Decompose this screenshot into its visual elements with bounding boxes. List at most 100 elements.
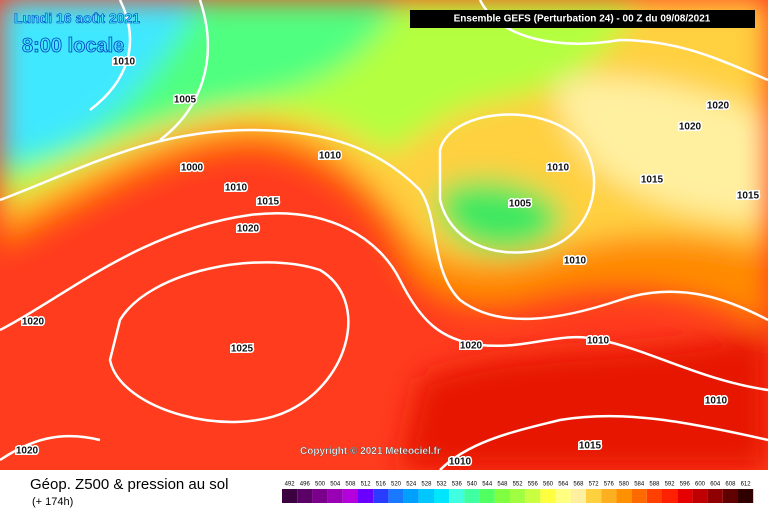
legend-swatch bbox=[631, 489, 647, 503]
isobar-label: 1000 bbox=[181, 163, 204, 174]
legend-level: 500 bbox=[315, 482, 326, 488]
date-title: Lundi 16 août 2021 bbox=[14, 10, 140, 26]
isobar-label: 1020 bbox=[460, 341, 483, 352]
legend-level: 600 bbox=[695, 482, 706, 488]
legend-level: 544 bbox=[482, 482, 493, 488]
isobar bbox=[0, 414, 768, 471]
isobar bbox=[0, 212, 768, 392]
legend-swatch bbox=[707, 489, 723, 503]
legend-swatch bbox=[403, 489, 419, 503]
isobar-label: 1020 bbox=[22, 317, 45, 328]
legend-level: 592 bbox=[665, 482, 676, 488]
isobar bbox=[89, 0, 768, 141]
isobar-lines bbox=[0, 0, 768, 471]
isobar-label: 1015 bbox=[579, 441, 602, 452]
isobar bbox=[438, 113, 596, 254]
isobar-label: 1020 bbox=[707, 101, 730, 112]
legend-swatch bbox=[358, 489, 374, 503]
legend-swatch bbox=[449, 489, 465, 503]
run-info: Ensemble GEFS (Perturbation 24) - 00 Z d… bbox=[454, 14, 711, 25]
isobar-label: 1010 bbox=[564, 256, 587, 267]
legend-swatch bbox=[297, 489, 313, 503]
geopotential-field bbox=[0, 0, 768, 470]
legend-swatch bbox=[677, 489, 693, 503]
legend-level: 576 bbox=[604, 482, 615, 488]
legend-level: 568 bbox=[573, 482, 584, 488]
legend-swatch bbox=[479, 489, 495, 503]
legend-level: 532 bbox=[437, 482, 448, 488]
legend-swatch bbox=[601, 489, 617, 503]
legend-level: 552 bbox=[513, 482, 524, 488]
legend-level: 596 bbox=[680, 482, 691, 488]
legend-level: 504 bbox=[330, 482, 341, 488]
legend-swatch bbox=[510, 489, 526, 503]
isobar-label: 1005 bbox=[509, 199, 532, 210]
legend-swatch bbox=[738, 489, 754, 503]
legend-level: 536 bbox=[452, 482, 463, 488]
legend-swatch bbox=[692, 489, 708, 503]
isobar-label: 1005 bbox=[174, 95, 197, 106]
legend-level: 508 bbox=[345, 482, 356, 488]
legend-level: 608 bbox=[725, 482, 736, 488]
legend-level: 548 bbox=[497, 482, 508, 488]
legend-swatch bbox=[282, 489, 298, 503]
legend-swatch bbox=[646, 489, 662, 503]
isobar-label: 1015 bbox=[257, 197, 280, 208]
legend-level: 612 bbox=[741, 482, 752, 488]
isobar-labels: 1010 1005 1000 1010 1015 1020 1010 1005 1010 1020… bbox=[14, 55, 761, 469]
legend-level: 556 bbox=[528, 482, 539, 488]
isobar-label: 1010 bbox=[587, 336, 610, 347]
legend-level: 560 bbox=[543, 482, 554, 488]
header-box bbox=[410, 10, 755, 28]
legend-swatch bbox=[434, 489, 450, 503]
isobar bbox=[0, 128, 768, 322]
legend-swatch bbox=[555, 489, 571, 503]
isobar-label: 1020 bbox=[16, 446, 39, 457]
legend-level: 528 bbox=[421, 482, 432, 488]
field-cyan bbox=[0, 0, 200, 160]
legend-level: 572 bbox=[589, 482, 600, 488]
isobar-label: 1020 bbox=[237, 224, 260, 235]
color-legend: 492 496 500 504 508 512 516 520 524 528 532 536 540 5… bbox=[282, 482, 754, 503]
legend-swatch bbox=[525, 489, 541, 503]
isobar-label: 1010 bbox=[319, 151, 342, 162]
legend-swatch bbox=[418, 489, 434, 503]
copyright: Copyright © 2021 Meteociel.fr bbox=[300, 446, 441, 457]
isobar-label: 1020 bbox=[679, 122, 702, 133]
legend-level: 496 bbox=[300, 482, 311, 488]
legend-level: 564 bbox=[558, 482, 569, 488]
legend-level: 516 bbox=[376, 482, 387, 488]
legend-level: 512 bbox=[361, 482, 372, 488]
legend-level: 580 bbox=[619, 482, 630, 488]
time-title: 8:00 locale bbox=[22, 35, 124, 57]
legend-level: 604 bbox=[710, 482, 721, 488]
isobar-label: 1025 bbox=[231, 344, 254, 355]
legend-swatch bbox=[722, 489, 738, 503]
isobar-label: 1010 bbox=[449, 457, 472, 468]
legend-swatch bbox=[373, 489, 389, 503]
isobar bbox=[108, 261, 350, 424]
isobar-label: 1010 bbox=[547, 163, 570, 174]
isobar-label: 1010 bbox=[113, 57, 136, 68]
legend-level: 524 bbox=[406, 482, 417, 488]
legend-swatch bbox=[662, 489, 678, 503]
legend-swatch bbox=[494, 489, 510, 503]
legend-swatch bbox=[586, 489, 602, 503]
legend-swatch bbox=[616, 489, 632, 503]
legend-swatch bbox=[312, 489, 328, 503]
field-ridge bbox=[557, 77, 768, 220]
field-name: Géop. Z500 & pression au sol bbox=[30, 476, 228, 493]
lead-time: (+ 174h) bbox=[32, 496, 73, 508]
legend-level: 520 bbox=[391, 482, 402, 488]
legend-level: 540 bbox=[467, 482, 478, 488]
isobar-label: 1010 bbox=[705, 396, 728, 407]
legend-swatch bbox=[540, 489, 556, 503]
isobar-label: 1015 bbox=[737, 191, 760, 202]
legend-swatch bbox=[464, 489, 480, 503]
legend-swatch bbox=[570, 489, 586, 503]
legend-level: 588 bbox=[649, 482, 660, 488]
legend-level: 492 bbox=[285, 482, 296, 488]
legend-level: 584 bbox=[634, 482, 645, 488]
